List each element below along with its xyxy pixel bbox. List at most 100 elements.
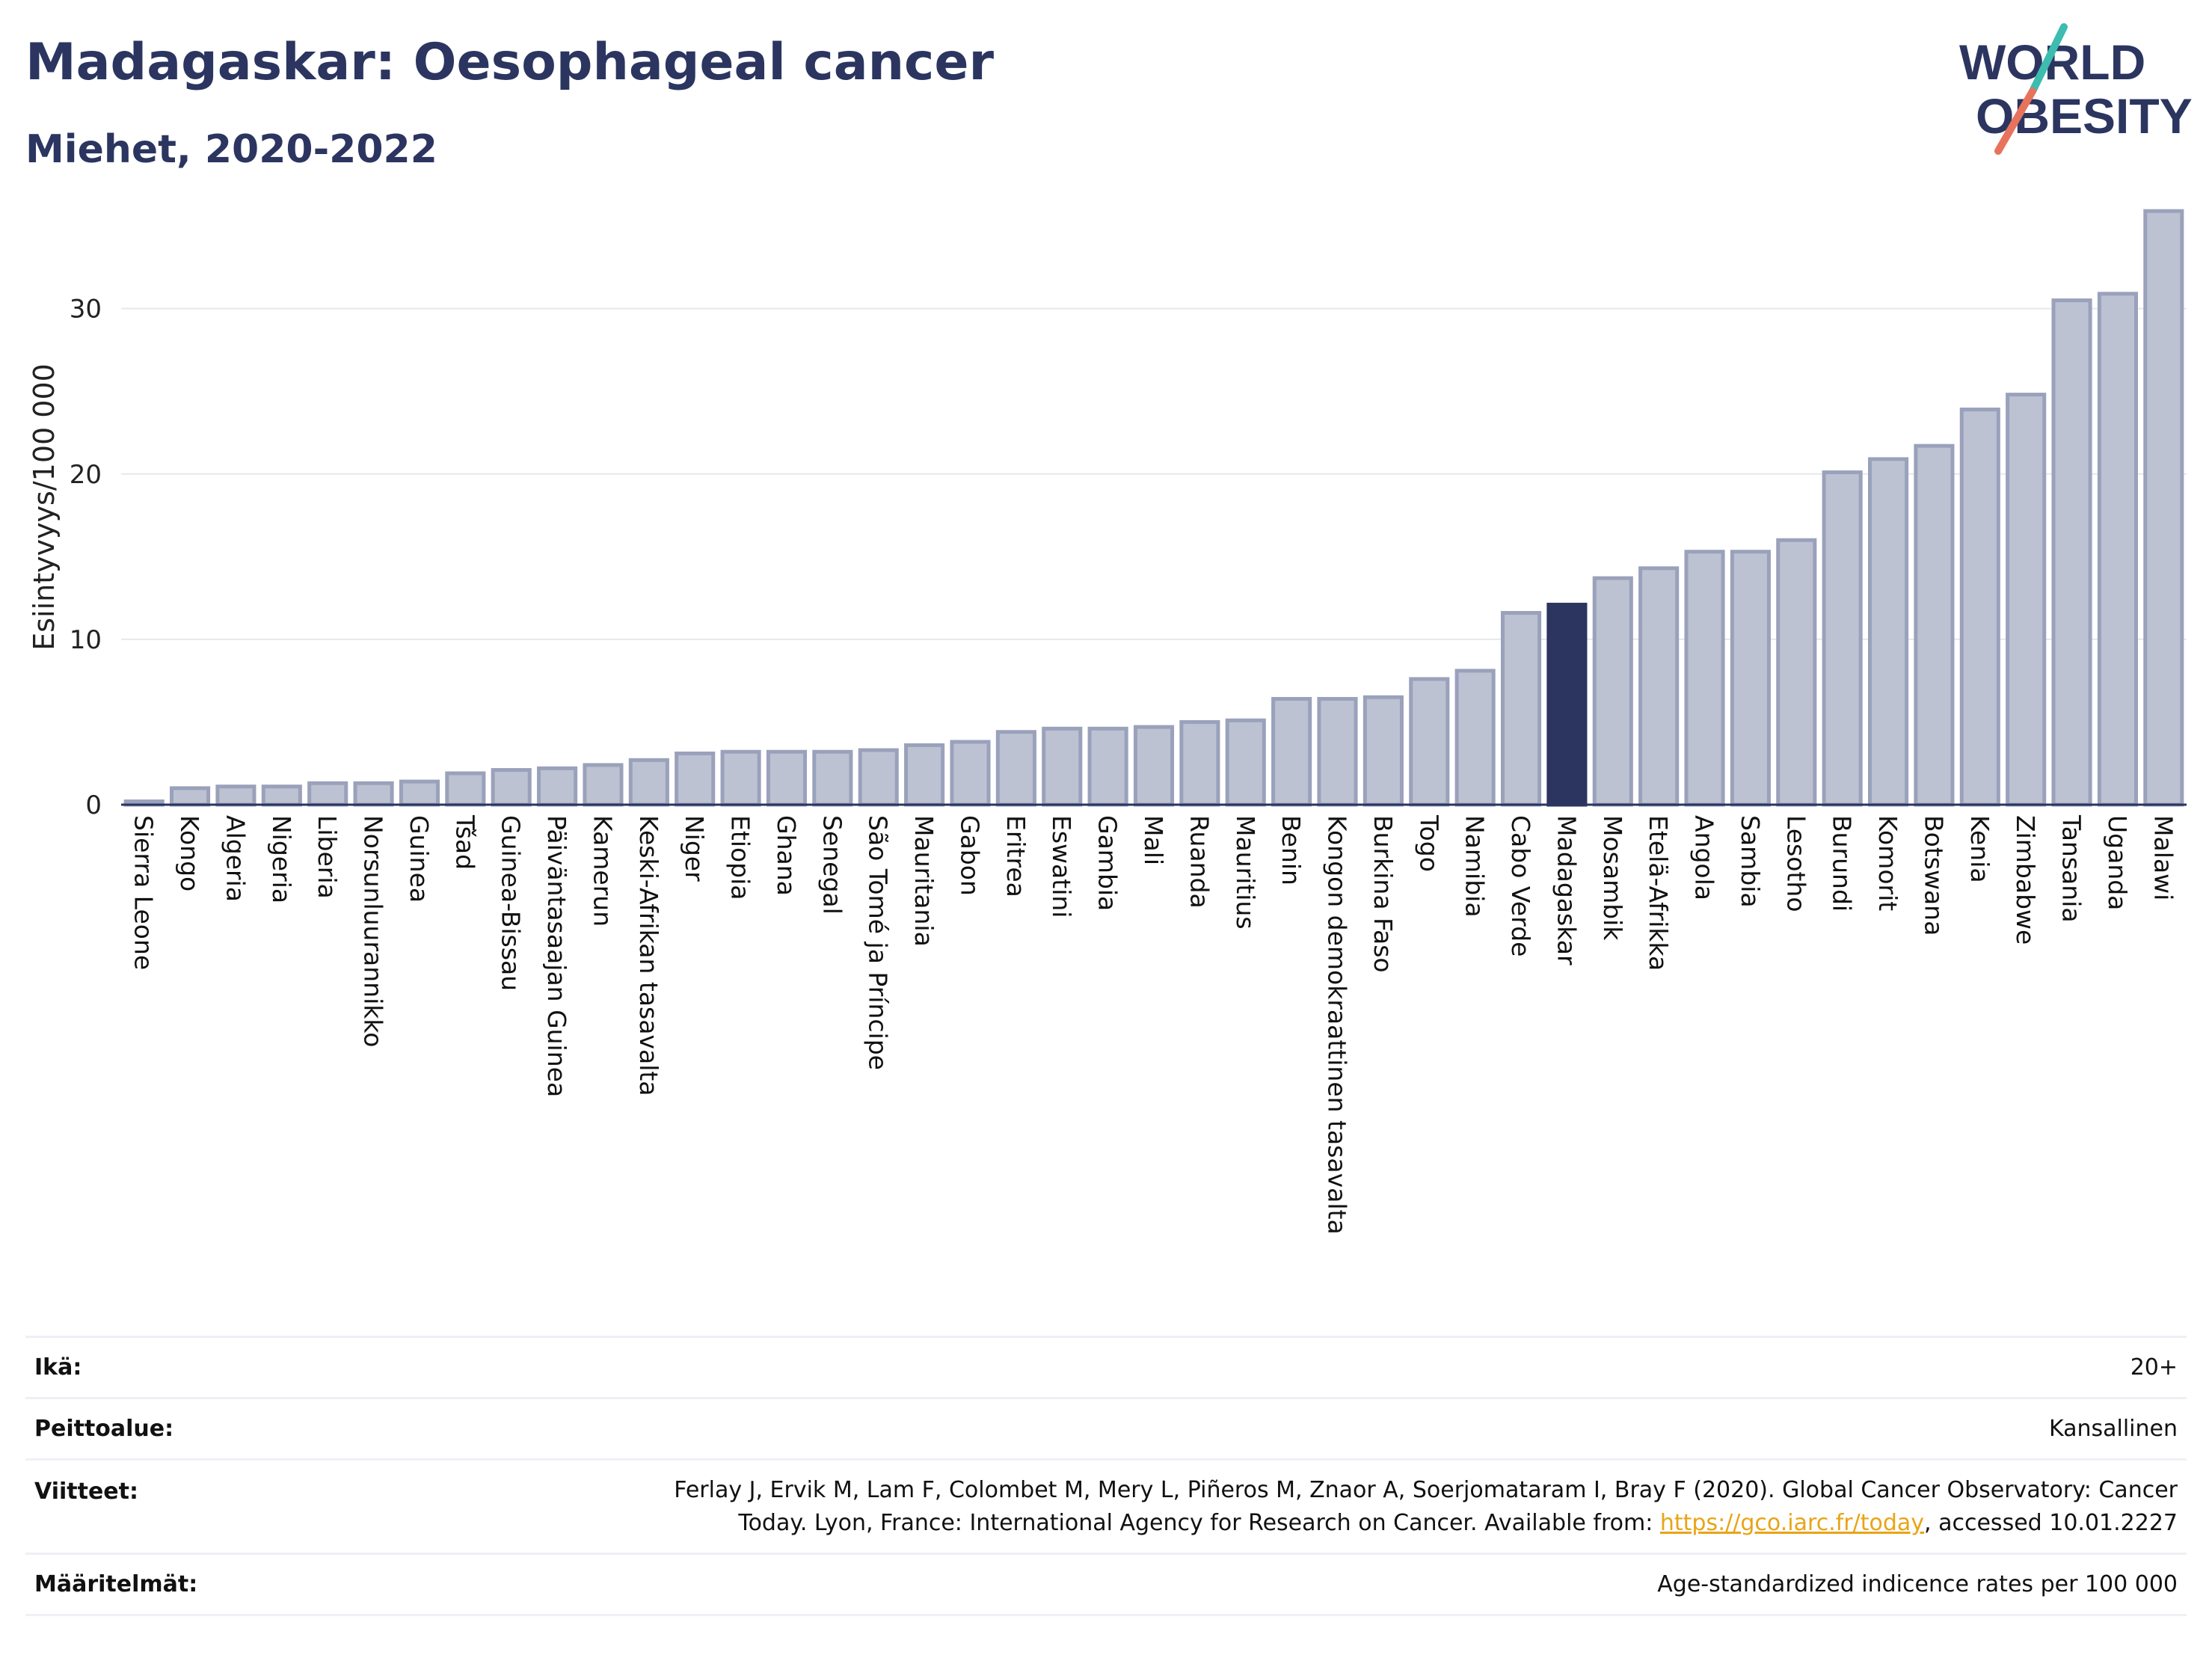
info-key-definitions: Määritelmät: [34,1571,198,1597]
info-table: Ikä: 20+ Peittoalue: Kansallinen Viittee… [25,1336,2187,1616]
x-tick-label: Madagaskar [1552,815,1581,965]
x-tick-label: Guinea-Bissau [497,815,526,991]
x-tick-label: Namibia [1460,815,1490,918]
x-tick-label: Ruanda [1185,815,1214,909]
bar [399,779,440,807]
bar [491,768,532,807]
bar [1042,726,1083,807]
bar [1454,669,1496,807]
info-key-age: Ikä: [34,1354,82,1381]
x-tick-label: Kongo [175,815,204,891]
x-tick-label: Norsunluurannikko [359,815,388,1048]
bar [1225,718,1266,807]
x-tick-label: Botswana [1919,815,1948,936]
x-tick-label: Etiopia [726,815,755,900]
bar [1133,725,1175,807]
bar [2097,292,2138,807]
bar [1730,550,1771,807]
bar-highlighted [1546,602,1588,807]
reference-line-2: Today. Lyon, France: International Agenc… [738,1509,1660,1536]
y-tick-label: 0 [85,790,102,820]
bar [1684,550,1725,807]
x-tick-label: Nigeria [267,815,296,903]
bar [675,751,716,807]
bar [215,784,256,807]
bar [2143,209,2184,807]
x-tick-label: Tansania [2057,814,2086,923]
x-tick-label: Mauritius [1231,815,1260,930]
bar [904,743,945,807]
x-tick-label: Uganda [2103,815,2132,910]
bar [1867,457,1909,807]
bar [1409,677,1450,807]
bar [583,763,624,807]
logo-slash-teal [2029,23,2068,95]
info-row-references: Viitteet: Ferlay J, Ervik M, Lam F, Colo… [25,1459,2187,1554]
info-key-coverage: Peittoalue: [34,1416,174,1442]
bar [858,748,899,807]
x-tick-label: Togo [1414,814,1443,872]
bar [1179,719,1220,807]
bar [537,766,578,807]
bar [1087,726,1128,807]
bar [1362,695,1404,807]
reference-accessed: , accessed 10.01.2227 [1924,1509,2178,1536]
x-tick-label: Liberia [313,815,342,899]
bar [2051,298,2092,807]
bar [445,771,486,807]
bar [2006,393,2047,807]
logo-slash-red [1994,87,2036,155]
reference-link[interactable]: https://gco.iarc.fr/today [1659,1509,1925,1536]
x-tick-label: Burkina Faso [1368,815,1398,973]
y-tick-label: 30 [70,295,102,325]
bar [1776,538,1817,807]
bar [353,781,394,807]
bar [1592,576,1633,807]
x-tick-label: São Tomé ja Príncipe [864,815,893,1070]
world-obesity-logo: WORLD OBESITY [1959,23,2193,155]
reference-line-1: Ferlay J, Ervik M, Lam F, Colombet M, Me… [674,1476,2178,1503]
bar [1914,443,1955,807]
info-value-coverage: Kansallinen [2048,1415,2178,1442]
bar [1271,696,1312,807]
x-tick-label: Etelä-Afrikka [1644,815,1673,971]
info-row-coverage: Peittoalue: Kansallinen [25,1398,2187,1460]
x-tick-label: Niger [680,815,709,882]
bar [1500,611,1542,807]
bar [307,781,348,807]
x-tick-label: Keski-Afrikan tasavalta [634,815,663,1096]
bar [1959,408,2000,807]
bar [766,749,808,807]
x-tick-label: Lesotho [1781,815,1810,912]
y-tick-label: 10 [70,625,102,655]
info-value-references: Ferlay J, Ervik M, Lam F, Colombet M, Me… [255,1460,2187,1554]
x-tick-label: Sambia [1736,815,1765,908]
bar-chart: 0 10 20 30 Esiintyvyys/100 000 Sierra Leone Ko… [28,209,2187,1235]
bar [1638,566,1680,807]
info-value-age: 20+ [2130,1354,2178,1381]
x-tick-label: Eritrea [1001,815,1030,897]
y-axis-label: Esiintyvyys/100 000 [28,363,61,651]
x-tick-label: Sierra Leone [129,815,159,970]
x-tick-label: Mosambik [1598,815,1627,941]
x-tick-label: Kongon demokraattinen tasavalta [1323,815,1352,1235]
bar [720,749,761,807]
x-tick-label: Senegal [817,815,847,915]
x-tick-label: Gabon [955,815,984,896]
x-tick-label: Algeria [221,815,250,902]
bar [628,758,669,807]
x-tick-label: Komorit [1873,815,1902,911]
bar [812,749,853,807]
x-tick-label: Zimbabwe [2011,815,2040,945]
x-tick-label: Malawi [2148,815,2178,900]
x-tick-label: Guinea [405,815,434,903]
info-row-age: Ikä: 20+ [25,1336,2187,1398]
info-key-references: Viitteet: [34,1479,138,1505]
x-tick-label: Mauritania [909,815,938,947]
bar [1317,696,1358,807]
x-tick-label: Benin [1276,815,1306,885]
bar [950,740,991,807]
chart-subtitle: Miehet, 2020-2022 [25,127,437,172]
bar [1822,470,1863,807]
x-tick-label: Kamerun [588,815,617,927]
